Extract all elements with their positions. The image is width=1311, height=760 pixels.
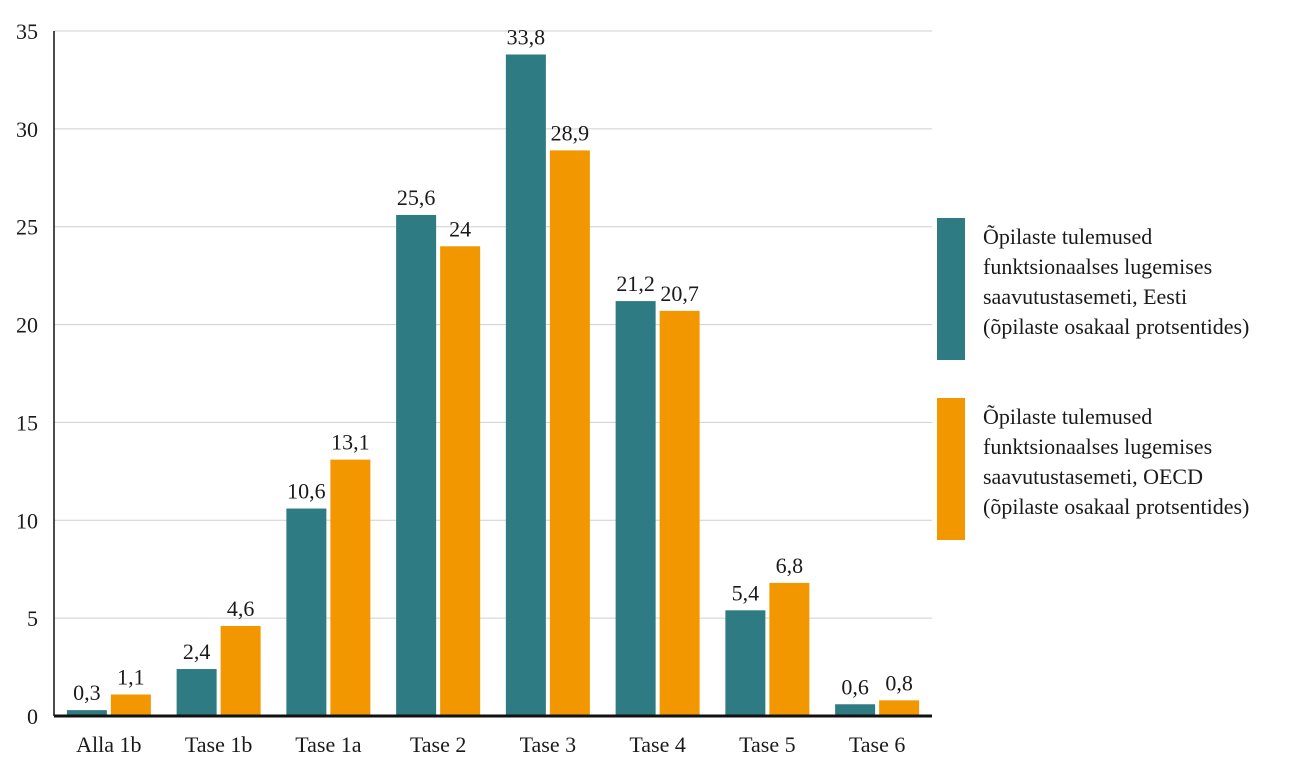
value-label: 21,2	[616, 271, 655, 296]
bar-eesti	[396, 214, 437, 716]
category-label: Alla 1b	[76, 732, 141, 757]
value-label: 2,4	[183, 639, 211, 664]
bars	[66, 54, 920, 717]
legend-swatch-eesti	[937, 218, 965, 360]
grid-lines	[54, 30, 932, 619]
category-label: Tase 2	[410, 732, 467, 757]
value-label: 0,8	[885, 670, 913, 695]
bar-eesti	[66, 710, 107, 716]
value-label: 33,8	[507, 24, 546, 49]
category-label: Tase 5	[739, 732, 796, 757]
value-label: 10,6	[287, 479, 326, 504]
value-label: 0,3	[73, 680, 101, 705]
value-labels: 0,3 1,1 2,4 4,6 10,613,1 25,6 24 33,8 28,9 21,2 20…	[73, 24, 913, 705]
bar-oecd	[549, 150, 590, 716]
category-label: Tase 6	[849, 732, 906, 757]
bar-eesti	[176, 669, 217, 716]
category-label: Tase 4	[629, 732, 686, 757]
value-label: 20,7	[660, 281, 699, 306]
category-labels: Alla 1b Tase 1b Tase 1a Tase 2 Tase 3 Tase 4 T…	[76, 732, 905, 757]
value-label: 4,6	[227, 596, 255, 621]
value-label: 13,1	[331, 430, 370, 455]
category-label: Tase 1a	[295, 732, 361, 757]
legend-item-oecd: Õpilaste tulemused funktsionaalses lugem…	[937, 398, 1307, 540]
bar-eesti	[835, 704, 876, 716]
bar-oecd	[440, 246, 481, 717]
bar-oecd	[879, 700, 920, 716]
value-label: 25,6	[397, 185, 436, 210]
legend-label-oecd: Õpilaste tulemused funktsionaalses lugem…	[983, 404, 1250, 519]
y-tick-label: 10	[16, 508, 38, 533]
value-label: 5,4	[732, 580, 760, 605]
y-tick-label: 30	[16, 117, 38, 142]
y-tick-label: 0	[27, 704, 38, 729]
y-tick-label: 35	[16, 19, 38, 44]
category-label: Tase 3	[520, 732, 577, 757]
category-label: Tase 1b	[185, 732, 253, 757]
bar-oecd	[659, 310, 700, 716]
y-tick-label: 15	[16, 410, 38, 435]
y-axis-ticks: 0 5 10 15 20 25 30 35	[16, 19, 38, 729]
bar-eesti	[725, 610, 766, 716]
bar-oecd	[110, 694, 151, 716]
y-tick-label: 25	[16, 215, 38, 240]
bar-eesti	[286, 508, 327, 716]
y-tick-label: 5	[27, 606, 38, 631]
value-label: 28,9	[551, 120, 590, 145]
bar-oecd	[220, 625, 261, 716]
legend-item-eesti: Õpilaste tulemused funktsionaalses lugem…	[937, 218, 1307, 360]
legend-label-eesti: Õpilaste tulemused funktsionaalses lugem…	[983, 224, 1250, 339]
bar-eesti	[615, 301, 656, 716]
value-label: 6,8	[776, 553, 804, 578]
legend: Õpilaste tulemused funktsionaalses lugem…	[937, 218, 1307, 578]
bar-eesti	[505, 54, 546, 716]
y-tick-label: 20	[16, 313, 38, 338]
value-label: 24	[449, 216, 471, 241]
value-label: 0,6	[841, 674, 869, 699]
bar-oecd	[769, 582, 810, 716]
value-label: 1,1	[117, 664, 145, 689]
bar-oecd	[330, 459, 371, 716]
legend-swatch-oecd	[937, 398, 965, 540]
